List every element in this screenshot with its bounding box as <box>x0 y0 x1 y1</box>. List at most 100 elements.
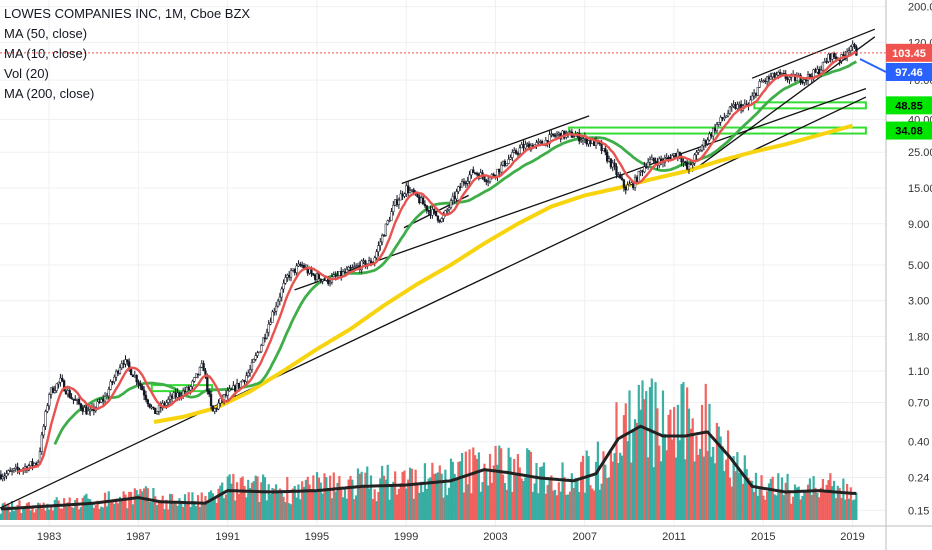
volume-bar <box>230 483 233 520</box>
volume-bar <box>561 462 564 520</box>
volume-bar <box>643 399 646 520</box>
volume-bar <box>349 475 352 520</box>
volume-bar <box>241 476 244 520</box>
volume-bar <box>263 477 267 520</box>
volume-bar <box>314 490 317 520</box>
candle-body <box>347 266 350 270</box>
volume-bar <box>563 476 566 520</box>
volume-bar <box>818 497 821 520</box>
volume-bar <box>159 500 162 520</box>
candle-body <box>209 393 213 406</box>
volume-bar <box>103 492 107 520</box>
volume-bar <box>717 426 720 520</box>
candle-body <box>354 265 358 268</box>
volume-bar <box>766 491 769 520</box>
candle-body <box>429 210 432 216</box>
candle-body <box>485 179 488 183</box>
volume-bar <box>258 501 261 520</box>
legend-ma200[interactable]: MA (200, close) <box>4 86 95 101</box>
volume-bar <box>208 492 211 520</box>
candle-body <box>267 323 270 333</box>
candle-body <box>778 72 782 74</box>
volume-bar <box>658 445 661 520</box>
x-tick-label: 1991 <box>215 531 239 543</box>
volume-bar <box>57 500 60 520</box>
volume-bar <box>35 509 38 520</box>
candle-body <box>219 398 222 404</box>
candle-body <box>165 402 168 406</box>
volume-bar <box>124 494 127 520</box>
candle-body <box>717 121 720 125</box>
volume-bar <box>139 488 142 520</box>
candle-body <box>245 375 248 382</box>
volume-bar <box>434 473 438 520</box>
volume-bar <box>444 469 447 520</box>
candle-body <box>552 133 555 136</box>
candle-body <box>14 466 17 469</box>
candle-body <box>208 390 211 395</box>
volume-bar <box>853 499 856 520</box>
volume-bar <box>581 455 585 520</box>
volume-bar <box>390 485 393 520</box>
volume-bar <box>299 499 302 520</box>
volume-bar <box>801 495 804 520</box>
candle-body <box>511 152 514 158</box>
candle-body <box>31 461 34 466</box>
volume-bar <box>94 505 97 520</box>
legend-vol[interactable]: Vol (20) <box>4 66 49 81</box>
candle-body <box>167 399 170 403</box>
candle-body <box>328 281 332 284</box>
candle-body <box>185 386 189 392</box>
candle-body <box>276 300 280 307</box>
volume-bar <box>840 497 843 520</box>
legend: LOWES COMPANIES INC, 1M, Cboe BZX MA (50… <box>4 4 250 104</box>
volume-bar <box>416 484 419 520</box>
volume-bar <box>663 433 666 520</box>
volume-bar <box>50 505 53 520</box>
candle-body <box>196 373 200 376</box>
candle-body <box>224 394 228 396</box>
candle-body <box>462 181 466 184</box>
volume-bar <box>388 499 391 520</box>
volume-bar <box>691 418 694 520</box>
volume-bar <box>725 459 728 520</box>
candle-body <box>712 127 715 137</box>
candle-body <box>152 406 155 409</box>
candle-body <box>738 103 741 106</box>
candle-body <box>157 405 161 412</box>
volume-bar <box>565 494 568 520</box>
volume-bar <box>637 385 640 520</box>
candle-body <box>122 363 125 365</box>
volume-bar <box>362 486 365 520</box>
volume-bar <box>585 450 588 520</box>
volume-bar <box>578 492 581 520</box>
volume-bar <box>418 492 421 520</box>
volume-bar <box>732 456 735 520</box>
candle-body <box>360 260 363 270</box>
volume-bar <box>142 488 146 520</box>
candle-body <box>620 177 624 181</box>
volume-bar <box>470 493 473 520</box>
legend-ma50[interactable]: MA (50, close) <box>4 26 88 41</box>
volume-bar <box>336 482 339 520</box>
volume-bar <box>660 461 663 520</box>
volume-bar <box>792 496 795 520</box>
volume-bar <box>14 507 17 520</box>
volume-bar <box>823 492 826 520</box>
volume-bar <box>29 510 32 520</box>
legend-ma10[interactable]: MA (10, close) <box>4 46 88 61</box>
candle-body <box>457 186 460 192</box>
candle-body <box>808 74 812 78</box>
volume-bar <box>607 477 611 520</box>
candle-body <box>139 383 142 387</box>
candle-body <box>228 388 231 392</box>
volume-bar <box>855 493 858 520</box>
badge-label: 97.46 <box>895 67 923 79</box>
volume-bar <box>18 500 21 520</box>
legend-title[interactable]: LOWES COMPANIES INC, 1M, Cboe BZX <box>4 6 251 21</box>
candle-body <box>5 473 8 477</box>
candle-body <box>851 44 854 47</box>
candle-body <box>687 163 691 170</box>
candle-body <box>825 61 828 63</box>
